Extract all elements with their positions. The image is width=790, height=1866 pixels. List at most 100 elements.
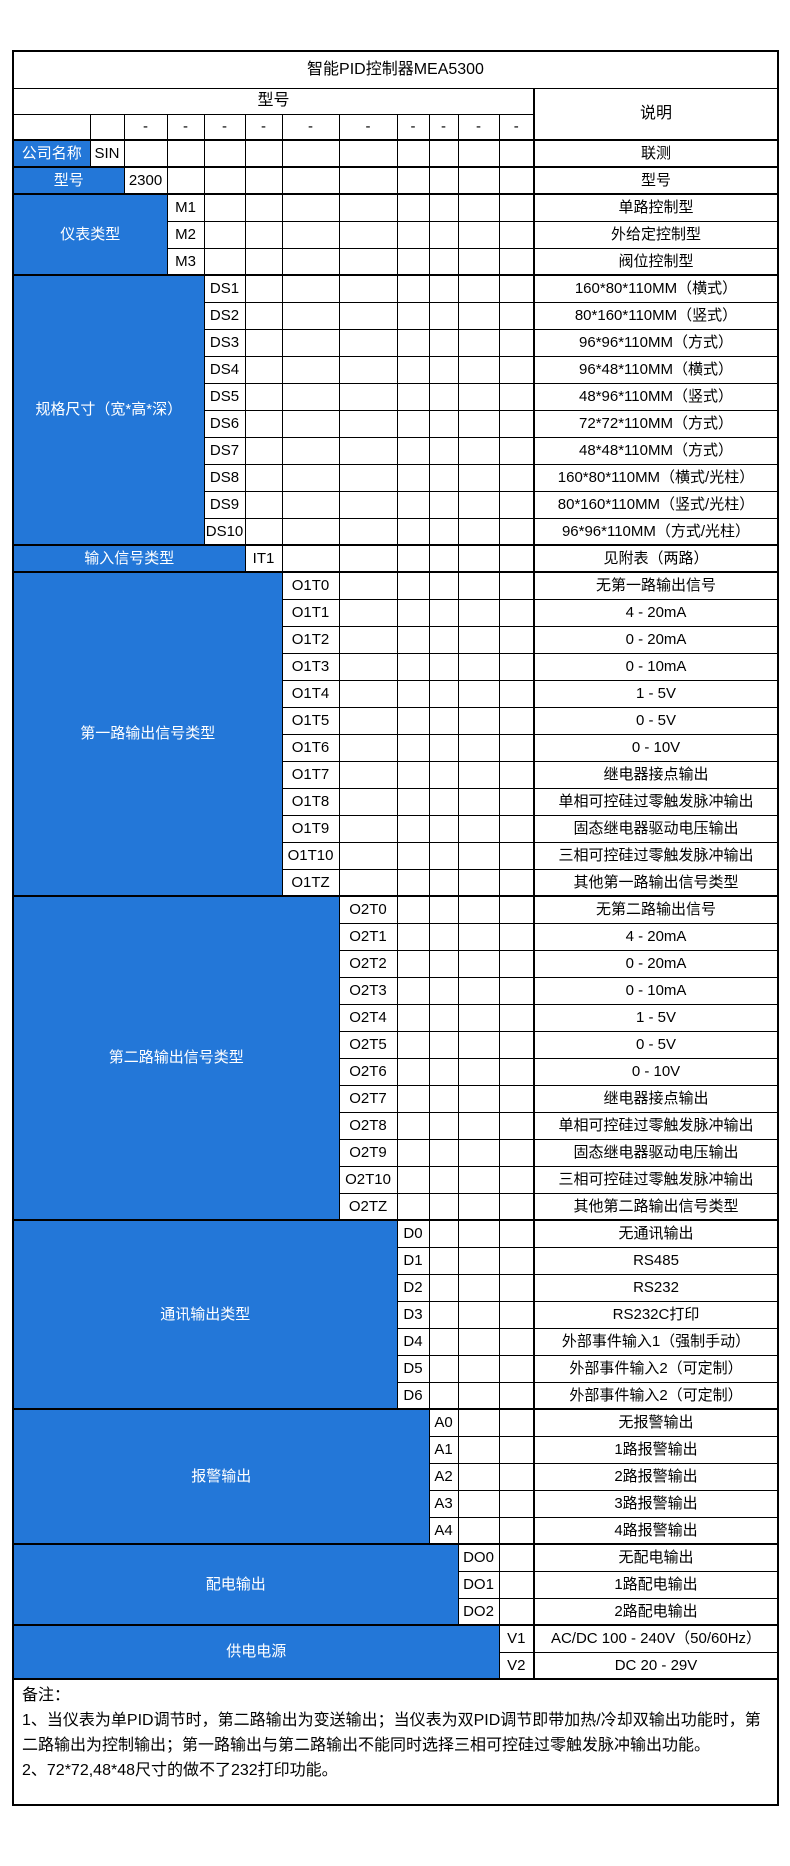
option-code: D5 xyxy=(396,1354,430,1383)
grid-cell xyxy=(457,949,500,978)
option-description: 联测 xyxy=(533,139,779,168)
grid-cell xyxy=(498,1327,535,1356)
grid-cell xyxy=(338,193,398,222)
grid-cell xyxy=(498,598,535,627)
grid-cell xyxy=(498,1273,535,1302)
model-selection-table: 智能PID控制器MEA5300 型号 说明 - - - - - - - - - - 公司名称 SIN 联测 型号… xyxy=(12,50,779,1806)
grid-cell xyxy=(428,760,459,789)
grid-cell xyxy=(396,247,430,276)
grid-cell xyxy=(498,1408,535,1437)
grid-cell xyxy=(457,1327,500,1356)
grid-cell xyxy=(498,1111,535,1140)
grid-cell xyxy=(428,1219,459,1248)
section-label: 仪表类型 xyxy=(12,193,168,276)
grid-cell xyxy=(396,976,430,1005)
grid-cell xyxy=(338,571,398,600)
grid-cell xyxy=(203,193,246,222)
notes: 备注： 1、当仪表为单PID调节时，第二路输出为变送输出；当仪表为双PID调节即带… xyxy=(12,1678,779,1806)
option-code: O2T7 xyxy=(338,1084,398,1113)
note-line: 1、当仪表为单PID调节时，第二路输出为变送输出；当仪表为双PID调节即带加热/… xyxy=(22,1712,761,1754)
grid-cell xyxy=(457,436,500,465)
grid-cell xyxy=(338,247,398,276)
grid-cell xyxy=(498,679,535,708)
option-code: D6 xyxy=(396,1381,430,1410)
option-description: 三相可控硅过零触发脉冲输出 xyxy=(533,1165,779,1194)
grid-cell xyxy=(396,1084,430,1113)
option-code: O2T0 xyxy=(338,895,398,924)
grid-cell xyxy=(203,139,246,168)
grid-cell xyxy=(244,247,283,276)
option-code: DS4 xyxy=(203,355,246,384)
option-code: O2T10 xyxy=(338,1165,398,1194)
grid-cell xyxy=(428,1273,459,1302)
grid-cell xyxy=(244,220,283,249)
grid-cell xyxy=(338,436,398,465)
grid-cell xyxy=(457,490,500,519)
option-description: 1路报警输出 xyxy=(533,1435,779,1464)
grid-cell xyxy=(457,193,500,222)
grid-cell xyxy=(244,274,283,303)
grid-cell xyxy=(457,1354,500,1383)
grid-cell xyxy=(498,571,535,600)
grid-cell xyxy=(498,1246,535,1275)
grid-cell xyxy=(457,976,500,1005)
grid-cell xyxy=(457,1435,500,1464)
grid-cell xyxy=(428,1246,459,1275)
option-code: SIN xyxy=(89,139,125,168)
option-code: V2 xyxy=(498,1651,535,1680)
grid-cell xyxy=(498,868,535,897)
grid-cell xyxy=(457,760,500,789)
grid-cell xyxy=(457,247,500,276)
grid-cell xyxy=(498,895,535,924)
option-description: 0 - 5V xyxy=(533,706,779,735)
grid-cell xyxy=(12,113,91,141)
grid-cell xyxy=(281,328,340,357)
grid-cell xyxy=(244,139,283,168)
grid-cell xyxy=(428,1300,459,1329)
grid-cell xyxy=(498,976,535,1005)
grid-cell xyxy=(498,922,535,951)
grid-cell xyxy=(396,625,430,654)
grid-cell xyxy=(428,949,459,978)
grid-cell xyxy=(428,247,459,276)
grid-cell xyxy=(457,625,500,654)
grid-cell xyxy=(428,328,459,357)
grid-cell xyxy=(498,517,535,546)
grid-cell xyxy=(396,463,430,492)
grid-cell xyxy=(428,976,459,1005)
grid-cell xyxy=(396,1138,430,1167)
option-code: O1T1 xyxy=(281,598,340,627)
option-description: 固态继电器驱动电压输出 xyxy=(533,1138,779,1167)
option-description: 80*160*110MM（竖式/光柱） xyxy=(533,490,779,519)
grid-cell xyxy=(457,1138,500,1167)
option-code: A4 xyxy=(428,1516,459,1545)
grid-cell xyxy=(338,382,398,411)
option-code: O2T8 xyxy=(338,1111,398,1140)
grid-cell xyxy=(428,166,459,195)
option-description: 1 - 5V xyxy=(533,1003,779,1032)
grid-cell xyxy=(428,544,459,573)
grid-cell xyxy=(396,328,430,357)
grid-cell xyxy=(396,652,430,681)
grid-cell xyxy=(457,571,500,600)
option-description: DC 20 - 29V xyxy=(533,1651,779,1680)
grid-cell xyxy=(244,193,283,222)
grid-cell xyxy=(338,598,398,627)
dash-cell: - xyxy=(203,113,246,141)
grid-cell xyxy=(457,868,500,897)
grid-cell xyxy=(457,517,500,546)
grid-cell xyxy=(396,706,430,735)
option-code: A2 xyxy=(428,1462,459,1491)
grid-cell xyxy=(338,355,398,384)
grid-cell xyxy=(338,274,398,303)
note-line: 2、72*72,48*48尺寸的做不了232打印功能。 xyxy=(22,1762,338,1779)
option-description: 阀位控制型 xyxy=(533,247,779,276)
grid-cell xyxy=(457,679,500,708)
section-label: 报警输出 xyxy=(12,1408,430,1545)
grid-cell xyxy=(428,814,459,843)
grid-cell xyxy=(498,949,535,978)
grid-cell xyxy=(244,409,283,438)
option-description: 4路报警输出 xyxy=(533,1516,779,1545)
section-label: 第一路输出信号类型 xyxy=(12,571,283,897)
grid-cell xyxy=(457,166,500,195)
